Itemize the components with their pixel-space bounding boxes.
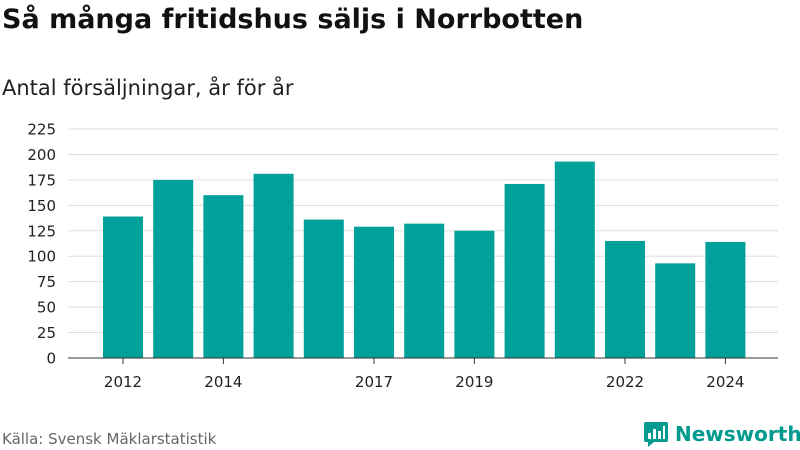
newsworthy-logo: Newsworthy: [643, 420, 800, 448]
brand-name: Newsworthy: [675, 422, 800, 446]
bar: [354, 226, 394, 358]
bar: [203, 195, 244, 358]
y-tick-label: 175: [27, 171, 56, 189]
bars: [103, 161, 746, 358]
bar: [454, 230, 495, 358]
bar: [103, 216, 143, 358]
bar: [655, 263, 696, 358]
y-tick-label: 125: [27, 222, 56, 240]
x-axis-tick-labels: 2012 2014 2017 2019 2022 2024: [104, 358, 744, 391]
source-note: Källa: Svensk Mäklarstatistik: [2, 430, 217, 448]
chart-subtitle: Antal försäljningar, år för år: [2, 76, 294, 100]
x-tick-label: 2017: [355, 373, 393, 391]
x-tick-label: 2019: [455, 373, 493, 391]
chart-title: Så många fritidshus säljs i Norrbotten: [2, 4, 584, 35]
bar: [605, 240, 645, 358]
x-tick-label: 2014: [204, 373, 242, 391]
bar: [504, 183, 545, 358]
y-tick-label: 100: [27, 248, 56, 266]
bar-chart-speech-bubble-icon: [644, 422, 668, 447]
bar: [303, 219, 344, 358]
y-tick-label: 225: [27, 121, 56, 139]
bar: [705, 241, 746, 358]
y-axis-tick-labels: 0 25 50 75 100 125 150 175 200 225: [27, 121, 56, 368]
x-tick-label: 2022: [606, 373, 644, 391]
bar: [253, 173, 294, 358]
x-tick-label: 2012: [104, 373, 142, 391]
y-tick-label: 75: [37, 273, 56, 291]
y-tick-label: 0: [46, 350, 56, 368]
y-tick-label: 150: [27, 197, 56, 215]
bar: [554, 161, 595, 358]
y-tick-label: 50: [37, 299, 56, 317]
y-tick-label: 25: [37, 324, 56, 342]
bar: [404, 223, 445, 358]
y-tick-label: 200: [27, 146, 56, 164]
x-tick-label: 2024: [706, 373, 744, 391]
bar: [153, 179, 194, 358]
